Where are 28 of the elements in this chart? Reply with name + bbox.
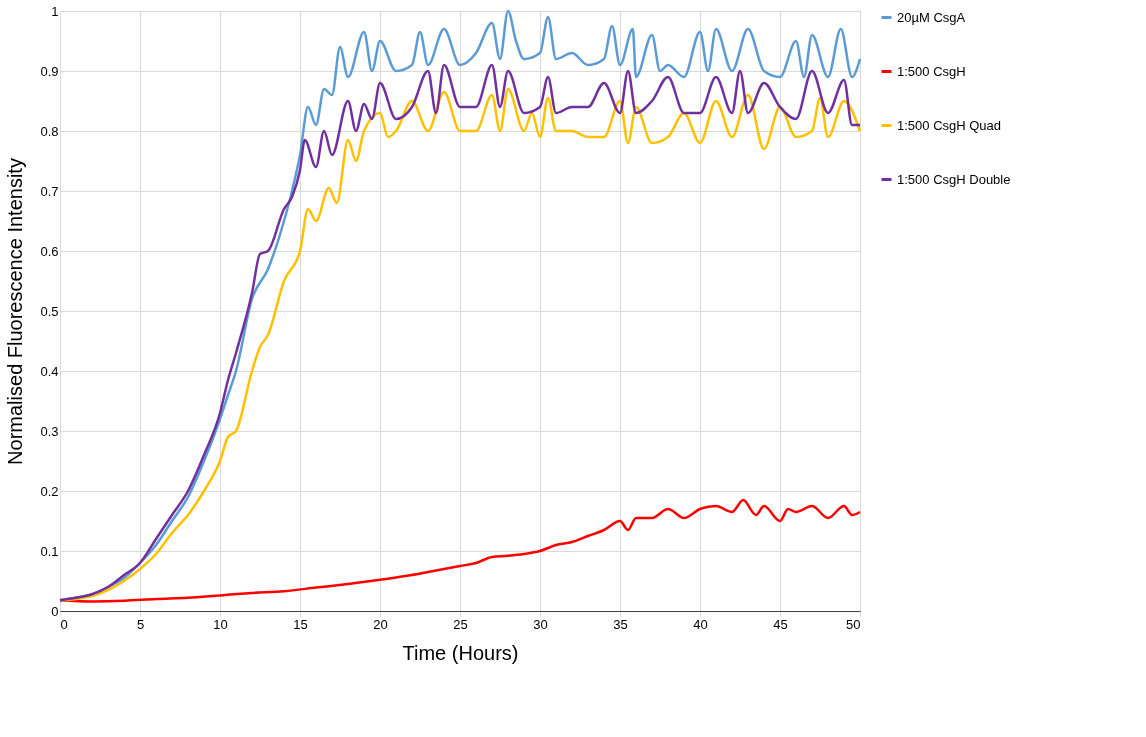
x-tick-label: 5 [136, 616, 145, 632]
x-tick-label: 30 [533, 616, 548, 632]
x-axis-title: Time (Hours) [402, 641, 519, 664]
x-tick-label: 10 [213, 616, 228, 632]
y-axis-title: Normalised Fluorescence Intensity [4, 158, 27, 465]
y-tick-label: 0.4 [40, 363, 59, 379]
x-tick-label: 20 [373, 616, 388, 632]
x-tick-label: 35 [613, 616, 628, 632]
line-series [58, 498, 862, 603]
x-tick-label: 25 [453, 616, 468, 632]
y-tick-label: 0 [51, 603, 59, 619]
legend-label: 1:500 CsgH Quad [897, 117, 1002, 133]
y-tick-label: 0.8 [40, 123, 59, 139]
x-tick-label: 40 [693, 616, 708, 632]
y-tick-label: 1 [51, 3, 59, 19]
y-tick-label: 0.9 [40, 63, 59, 79]
y-tick-label: 0.1 [40, 543, 59, 559]
x-tick-label: 50 [846, 616, 861, 632]
x-tick-label: 45 [773, 616, 788, 632]
y-tick-label: 0.6 [40, 243, 59, 259]
y-tick-label: 0.3 [40, 423, 59, 439]
y-tick-label: 0.5 [40, 303, 59, 319]
legend-label: 1:500 CsgH Double [897, 171, 1011, 187]
legend-label: 1:500 CsgH [897, 63, 966, 79]
legend-label: 20µM CsgA [897, 9, 966, 25]
y-tick-label: 0.2 [40, 483, 59, 499]
y-tick-label: 0.7 [40, 183, 59, 199]
x-tick-label: 15 [293, 616, 308, 632]
